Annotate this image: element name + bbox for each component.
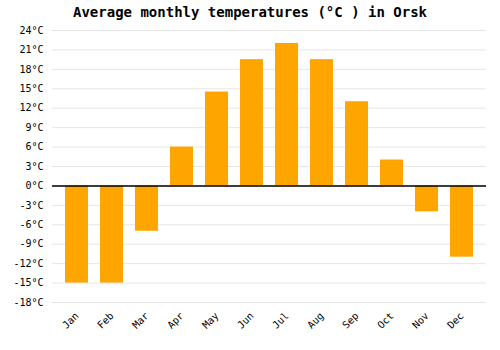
svg-text:Jan: Jan [60, 310, 81, 331]
svg-text:Dec: Dec [445, 310, 466, 331]
svg-text:Feb: Feb [95, 310, 116, 331]
svg-text:-15°C: -15°C [13, 277, 43, 288]
svg-text:24°C: 24°C [19, 25, 43, 36]
svg-text:12°C: 12°C [19, 102, 43, 113]
svg-text:15°C: 15°C [19, 83, 43, 94]
svg-text:-6°C: -6°C [19, 219, 43, 230]
svg-text:May: May [200, 310, 221, 331]
svg-text:18°C: 18°C [19, 64, 43, 75]
svg-text:9°C: 9°C [25, 122, 43, 133]
svg-text:3°C: 3°C [25, 161, 43, 172]
svg-text:-9°C: -9°C [19, 238, 43, 249]
html-text:Average monthly temperatures (: Average monthly temperatures (°C ) in Or… [73, 4, 427, 20]
svg-text:-12°C: -12°C [13, 258, 43, 269]
svg-text:Jun: Jun [235, 310, 256, 331]
svg-text:Sep: Sep [340, 310, 361, 331]
svg-text:6°C: 6°C [25, 141, 43, 152]
svg-text:Nov: Nov [410, 310, 431, 331]
svg-text:Oct: Oct [375, 310, 396, 331]
svg-text:21°C: 21°C [19, 44, 43, 55]
svg-text:0°C: 0°C [25, 180, 43, 191]
svg-text:Apr: Apr [165, 310, 186, 331]
svg-text:-18°C: -18°C [13, 297, 43, 308]
svg-text:Jul: Jul [270, 310, 291, 331]
svg-text:Mar: Mar [130, 310, 151, 331]
svg-text:-3°C: -3°C [19, 200, 43, 211]
svg-text:Aug: Aug [305, 310, 326, 331]
